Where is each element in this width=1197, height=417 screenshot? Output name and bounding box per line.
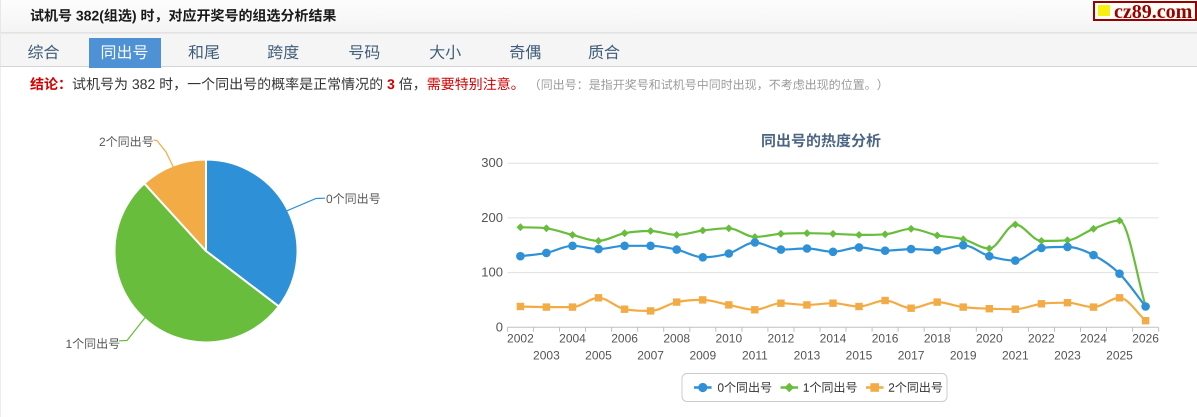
svg-text:2008: 2008	[663, 332, 690, 346]
svg-text:2021: 2021	[1002, 349, 1029, 363]
svg-text:2007: 2007	[637, 349, 664, 363]
svg-text:2019: 2019	[950, 349, 977, 363]
svg-text:2010: 2010	[715, 332, 742, 346]
svg-text:2012: 2012	[768, 332, 795, 346]
svg-text:2015: 2015	[846, 349, 873, 363]
svg-text:2005: 2005	[585, 349, 612, 363]
svg-text:2014: 2014	[820, 332, 847, 346]
svg-text:2022: 2022	[1028, 332, 1055, 346]
svg-text:2020: 2020	[976, 332, 1003, 346]
svg-text:2024: 2024	[1080, 332, 1107, 346]
svg-text:300: 300	[481, 155, 503, 170]
svg-text:2002: 2002	[507, 332, 534, 346]
svg-text:2017: 2017	[898, 349, 925, 363]
svg-text:2026: 2026	[1132, 332, 1159, 346]
svg-text:2009: 2009	[689, 349, 716, 363]
svg-text:200: 200	[481, 210, 503, 225]
svg-text:2013: 2013	[794, 349, 821, 363]
svg-text:100: 100	[481, 265, 503, 280]
svg-text:2025: 2025	[1106, 349, 1133, 363]
svg-text:2023: 2023	[1054, 349, 1081, 363]
svg-text:2003: 2003	[533, 349, 560, 363]
svg-text:2016: 2016	[872, 332, 899, 346]
svg-text:2004: 2004	[559, 332, 586, 346]
svg-text:0: 0	[496, 319, 503, 334]
svg-text:2006: 2006	[611, 332, 638, 346]
svg-text:2018: 2018	[924, 332, 951, 346]
svg-text:2011: 2011	[742, 349, 768, 363]
